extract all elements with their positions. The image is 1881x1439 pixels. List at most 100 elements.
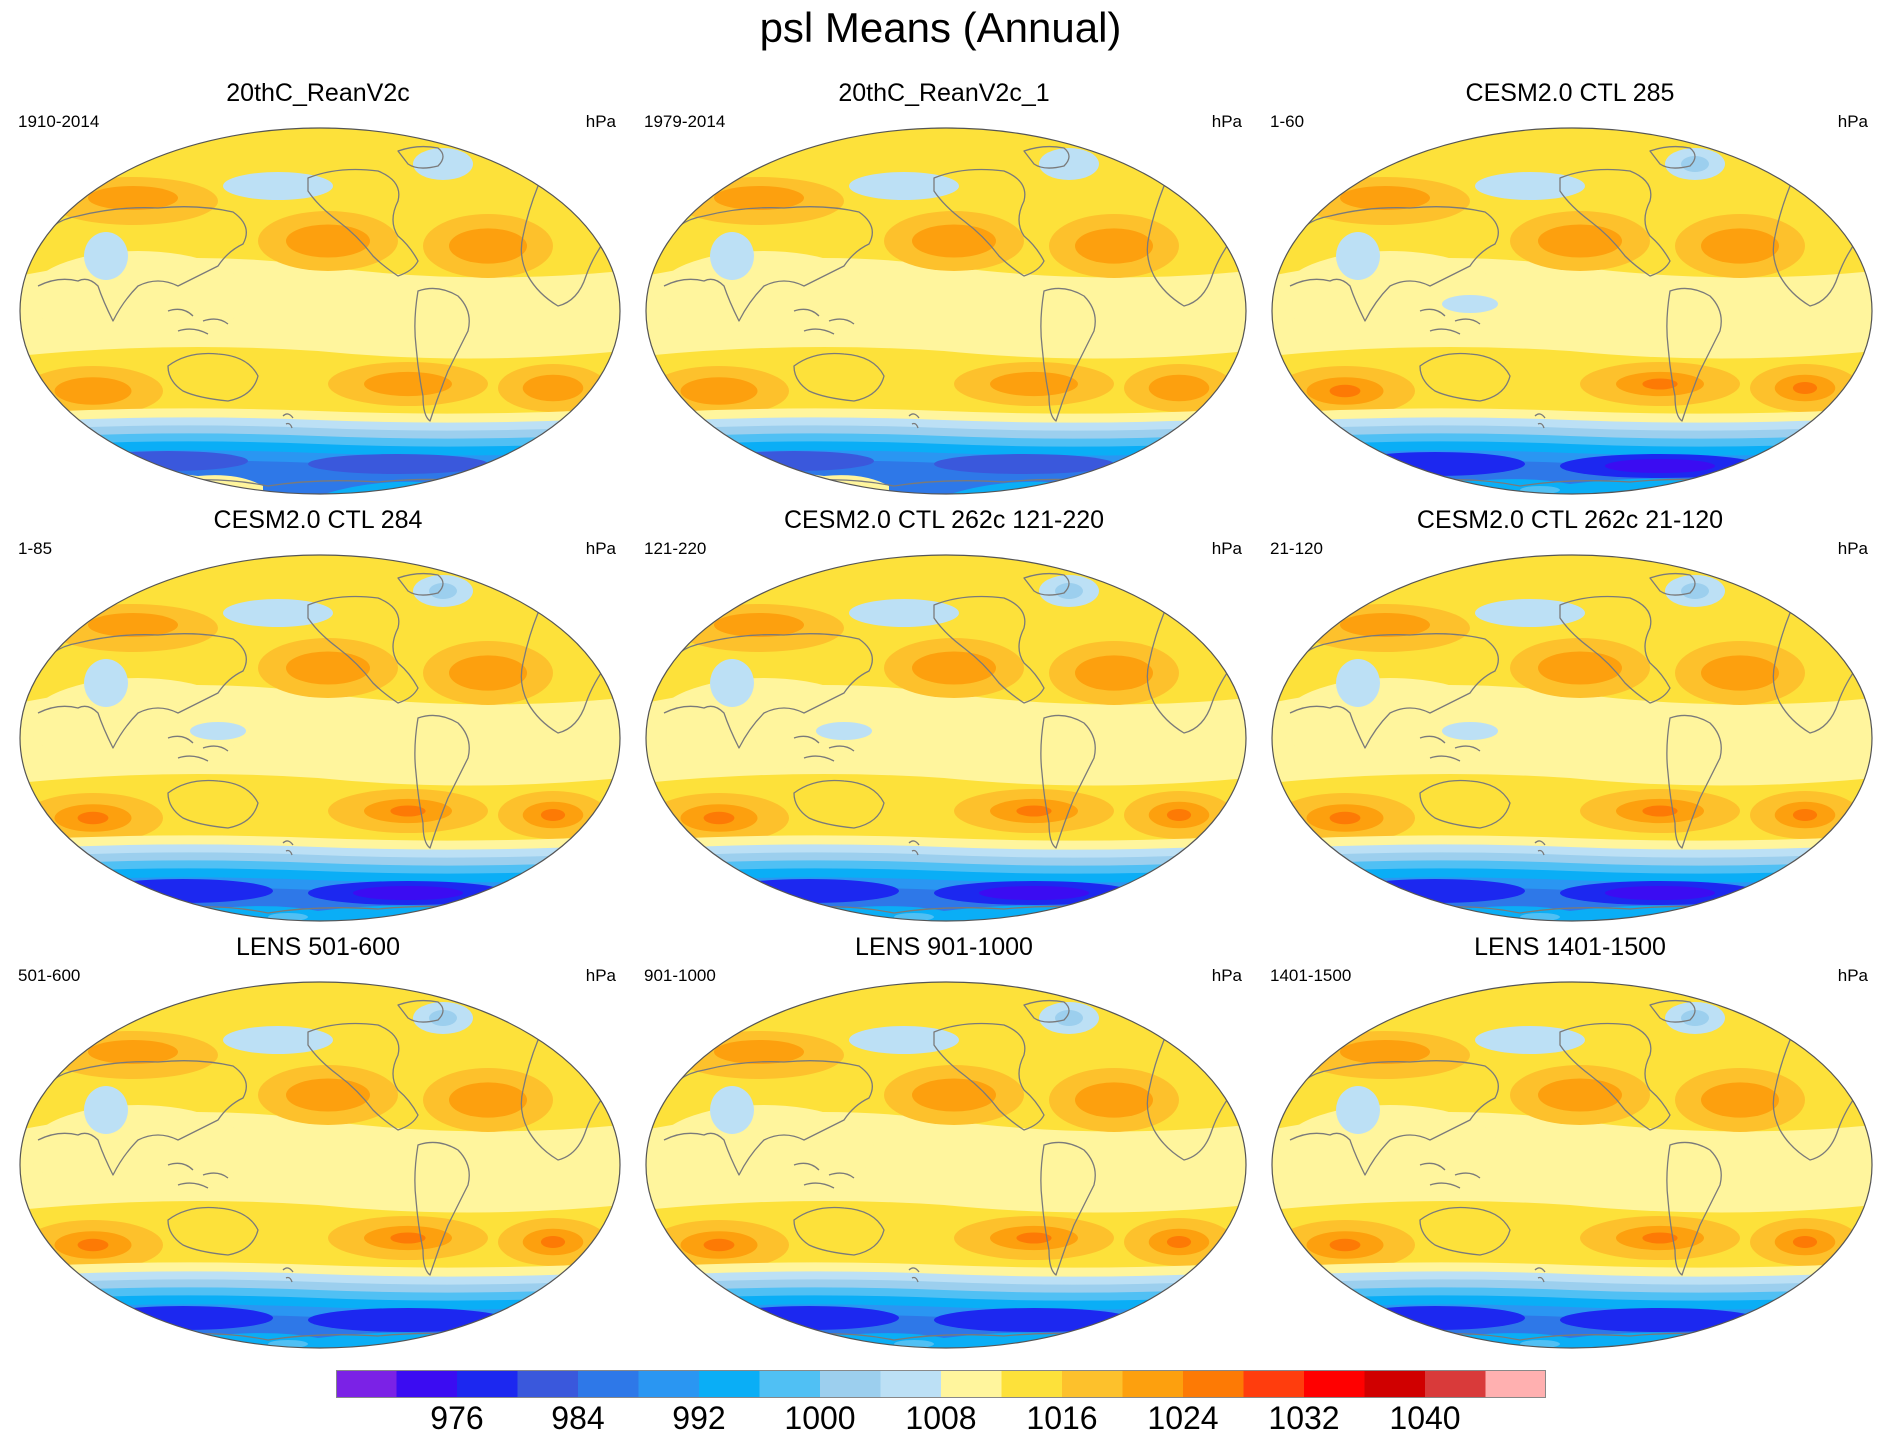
- psl-map: [19, 554, 621, 922]
- coastline: [1534, 413, 1546, 429]
- colorbar-labels: 976 984 992 1000 1008 1016 1024 1032 1040: [0, 1400, 1881, 1439]
- colorbar-swatch: [759, 1370, 821, 1398]
- south-asian-low: [1336, 232, 1380, 280]
- map-panel: LENS 901-1000 901-1000 hPa: [634, 932, 1254, 1352]
- coastline: [282, 1267, 294, 1283]
- coastline: [1649, 572, 1696, 596]
- coastline: [1419, 308, 1481, 335]
- south-asian-low: [1336, 659, 1380, 707]
- panel-period-label: 1910-2014: [18, 112, 100, 131]
- coastline: [1289, 1060, 1499, 1176]
- colorbar-swatch: [578, 1370, 639, 1398]
- panel-period-label: 1-60: [1270, 112, 1305, 131]
- south-asian-low: [84, 232, 128, 280]
- colorbar-swatch: [1122, 1370, 1184, 1398]
- coastline: [307, 168, 419, 277]
- coastline: [37, 206, 247, 322]
- panel-units-label: hPa: [585, 112, 616, 131]
- coastline: [1419, 1206, 1511, 1256]
- aleutian-low: [1475, 599, 1585, 627]
- figure-title: psl Means (Annual): [759, 4, 1122, 51]
- coastline: [908, 1267, 920, 1283]
- psl-map: [1271, 554, 1873, 922]
- panel-title: LENS 501-600: [235, 933, 400, 961]
- panel-period-label: 1401-1500: [1270, 966, 1352, 985]
- coastline: [1559, 595, 1671, 704]
- map-panel: LENS 1401-1500 1401-1500 hPa: [1260, 932, 1880, 1352]
- psl-map: [645, 127, 1247, 495]
- map-border: [1271, 127, 1873, 495]
- colorbar-label: 992: [672, 1400, 726, 1436]
- psl-map: [1271, 127, 1873, 495]
- panel-period-label: 21-120: [1270, 539, 1323, 558]
- coastline: [1559, 1022, 1671, 1131]
- coastline: [1419, 352, 1511, 402]
- coastline: [167, 735, 229, 762]
- map-border: [1271, 981, 1873, 1349]
- coastline: [167, 1162, 229, 1189]
- coastline: [397, 145, 444, 169]
- map-border: [645, 127, 1247, 495]
- icelandic-low: [1039, 148, 1099, 180]
- south-asian-low: [710, 659, 754, 707]
- psl-map: [19, 127, 621, 495]
- colorbar-swatch: [1425, 1370, 1486, 1398]
- coastline: [1666, 1141, 1722, 1276]
- coastline: [1649, 145, 1696, 169]
- coastline: [663, 1060, 873, 1176]
- coastline: [1534, 840, 1546, 856]
- colorbar-label: 976: [430, 1400, 484, 1436]
- colorbar-label: 1008: [905, 1400, 977, 1436]
- panel-title: CESM2.0 CTL 262c 21-120: [1416, 506, 1724, 534]
- aleutian-low: [223, 172, 333, 200]
- colorbar-label: 1000: [784, 1400, 856, 1436]
- coastline: [793, 308, 855, 335]
- colorbar-swatch: [1062, 1370, 1123, 1398]
- psl-map: [19, 981, 621, 1349]
- coastline: [793, 1162, 855, 1189]
- psl-map: [645, 981, 1247, 1349]
- coastline: [793, 1206, 885, 1256]
- aleutian-low: [849, 599, 959, 627]
- coastline: [1534, 1267, 1546, 1283]
- colorbar-swatch: [1243, 1370, 1305, 1398]
- coastline: [1040, 1141, 1096, 1276]
- coastline: [908, 413, 920, 429]
- coastline: [908, 840, 920, 856]
- colorbar-label: 1040: [1389, 1400, 1461, 1436]
- aleutian-low: [223, 599, 333, 627]
- panel-units-label: hPa: [1837, 966, 1868, 985]
- colorbar: [336, 1370, 1546, 1398]
- aleutian-low: [223, 1026, 333, 1054]
- map-border: [19, 127, 621, 495]
- coastline: [793, 779, 885, 829]
- map-panel: 20thC_ReanV2c 1910-2014 hPa: [8, 78, 628, 498]
- panel-units-label: hPa: [1837, 112, 1868, 131]
- coastline: [282, 840, 294, 856]
- colorbar-swatch: [638, 1370, 700, 1398]
- panel-title: CESM2.0 CTL 284: [213, 506, 423, 534]
- coastline: [1419, 735, 1481, 762]
- panel-period-label: 1979-2014: [644, 112, 726, 131]
- south-asian-low: [84, 659, 128, 707]
- south-asian-low: [710, 232, 754, 280]
- panel-period-label: 121-220: [644, 539, 707, 558]
- colorbar-swatch: [396, 1370, 458, 1398]
- south-asian-low: [710, 1086, 754, 1134]
- psl-map: [1271, 981, 1873, 1349]
- panel-title: CESM2.0 CTL 285: [1465, 79, 1675, 107]
- coastline: [1289, 633, 1499, 749]
- colorbar-label: 1024: [1147, 1400, 1219, 1436]
- coastline: [1040, 714, 1096, 849]
- colorbar-swatch: [699, 1370, 760, 1398]
- colorbar-swatch: [820, 1370, 881, 1398]
- aleutian-low: [849, 172, 959, 200]
- panel-units-label: hPa: [1211, 966, 1242, 985]
- panel-title: LENS 901-1000: [855, 933, 1033, 961]
- coastline: [167, 308, 229, 335]
- colorbar-swatch: [336, 1370, 397, 1398]
- south-asian-low: [1336, 1086, 1380, 1134]
- coastline: [1040, 287, 1096, 422]
- panel-title: CESM2.0 CTL 262c 121-220: [783, 506, 1105, 534]
- aleutian-low: [1475, 172, 1585, 200]
